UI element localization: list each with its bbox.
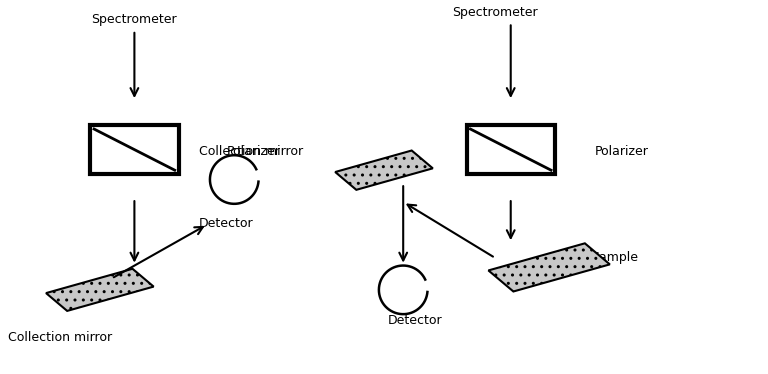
Text: Spectrometer: Spectrometer: [91, 13, 177, 26]
Text: Spectrometer: Spectrometer: [452, 6, 538, 19]
Polygon shape: [46, 269, 154, 311]
Text: Detector: Detector: [199, 217, 254, 230]
Polygon shape: [488, 243, 610, 291]
Bar: [467, 125, 555, 174]
Text: Polarizer: Polarizer: [227, 145, 280, 158]
Text: Detector: Detector: [387, 314, 442, 327]
Text: Polarizer: Polarizer: [595, 145, 649, 158]
Text: Collection mirror: Collection mirror: [199, 145, 303, 158]
Polygon shape: [335, 150, 433, 190]
Bar: [91, 125, 178, 174]
Text: Sample: Sample: [591, 251, 638, 264]
Text: Collection mirror: Collection mirror: [8, 331, 112, 344]
